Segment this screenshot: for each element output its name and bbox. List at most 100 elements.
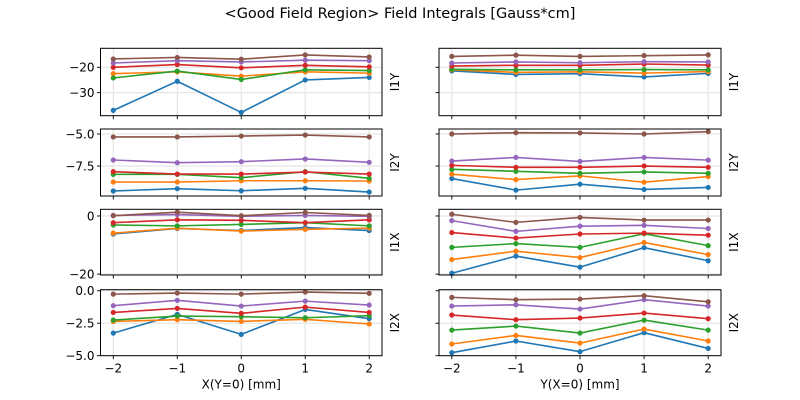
data-point [577, 315, 583, 321]
data-point [641, 131, 647, 137]
data-point [238, 291, 244, 297]
data-point [513, 154, 519, 161]
data-point [641, 169, 647, 175]
data-point [641, 53, 647, 59]
data-point [705, 232, 711, 238]
data-point [449, 303, 455, 309]
data-point [174, 313, 180, 319]
data-point [366, 54, 372, 60]
data-point [238, 310, 244, 316]
x-tick-label: 2 [704, 362, 712, 376]
data-point [366, 189, 372, 195]
x-tick-label: −1 [168, 362, 186, 376]
y-tick-label: −20 [69, 267, 94, 281]
x-tick-label: 0 [576, 362, 584, 376]
data-point [513, 187, 519, 193]
data-point [577, 296, 583, 302]
data-point [449, 53, 455, 60]
data-point [174, 290, 180, 296]
data-point [513, 297, 519, 303]
data-point [302, 57, 308, 63]
y-tick-label: 0.0 [75, 284, 94, 298]
data-point [577, 60, 583, 66]
data-point [577, 330, 583, 336]
data-point [302, 220, 308, 226]
data-point [302, 132, 308, 138]
data-point [302, 52, 308, 58]
data-point [238, 318, 244, 325]
data-point [449, 171, 455, 177]
data-point [705, 303, 711, 309]
data-point [705, 299, 711, 305]
data-point [641, 217, 647, 223]
data-point [449, 350, 455, 356]
panel-left-1: −20 −30 I1Y [69, 47, 402, 120]
data-point [174, 305, 180, 312]
data-point [641, 154, 647, 161]
data-point [577, 53, 583, 60]
data-point [705, 129, 711, 135]
data-point [366, 134, 372, 140]
data-point [641, 59, 647, 65]
data-point [110, 220, 116, 226]
data-point [238, 331, 244, 337]
data-point [705, 345, 711, 352]
data-point [110, 75, 116, 81]
data-point [641, 326, 647, 332]
data-point [302, 178, 308, 184]
data-point [366, 64, 372, 70]
data-point [577, 340, 583, 346]
data-point [110, 330, 116, 336]
data-point [110, 303, 116, 309]
data-point [641, 310, 647, 316]
data-point [174, 179, 180, 185]
y-tick-label: −20 [69, 61, 94, 75]
data-point [641, 317, 647, 323]
data-point [174, 160, 180, 166]
data-point [302, 169, 308, 175]
data-point [238, 228, 244, 234]
x-axis-label: X(Y=0) [mm] [202, 378, 281, 392]
data-point [366, 74, 372, 81]
data-point [366, 302, 372, 308]
row-label: I2X [388, 313, 402, 332]
data-point [577, 244, 583, 250]
data-point [366, 67, 372, 74]
data-point [302, 315, 308, 321]
panel-right-1: I1Y [435, 47, 741, 120]
data-point [513, 219, 519, 225]
data-point [238, 56, 244, 62]
row-label: I1Y [727, 72, 741, 91]
data-point [366, 58, 372, 64]
data-point [641, 163, 647, 169]
data-point [174, 54, 180, 61]
data-point [513, 332, 519, 339]
data-point [449, 131, 455, 137]
panel-right-2: I2Y [435, 128, 741, 200]
data-point [302, 289, 308, 295]
x-axis-label: Y(X=0) [mm] [539, 378, 619, 392]
data-point [705, 327, 711, 333]
data-point [174, 209, 180, 215]
data-point [110, 309, 116, 316]
data-point [641, 74, 647, 80]
data-point [174, 217, 180, 223]
data-point [302, 185, 308, 191]
data-point [641, 297, 647, 303]
data-point [641, 293, 647, 299]
data-point [705, 316, 711, 322]
data-point [238, 76, 244, 83]
data-point [513, 253, 519, 259]
data-point [110, 188, 116, 194]
panel-right-3: I1X [435, 208, 741, 279]
data-point [449, 327, 455, 333]
data-point [302, 62, 308, 68]
data-point [238, 65, 244, 71]
data-point [110, 230, 116, 236]
data-point [705, 243, 711, 249]
data-point [110, 317, 116, 323]
data-point [110, 64, 116, 70]
data-point [110, 107, 116, 113]
data-point [449, 256, 455, 263]
data-point [705, 164, 711, 170]
